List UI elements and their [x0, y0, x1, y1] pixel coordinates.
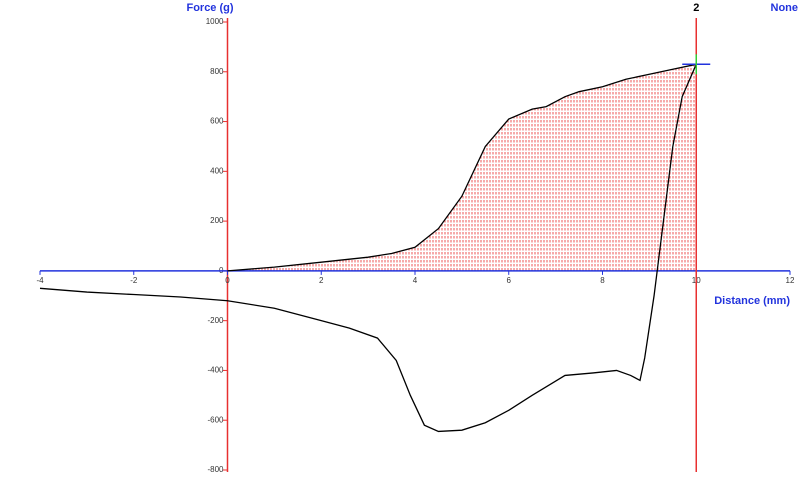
line	[227, 63, 697, 272]
x-tick-label: 2	[319, 276, 324, 285]
area	[227, 64, 697, 271]
y-tick-label: 1000	[206, 17, 224, 26]
y-tick-label: 200	[210, 216, 224, 225]
x-tick-label: 4	[413, 276, 418, 285]
y-tick-label: -600	[207, 415, 224, 424]
y-axis-label: Force (g)	[186, 2, 233, 14]
x-axis-label: Distance (mm)	[714, 295, 790, 307]
x-tick-label: -2	[130, 276, 138, 285]
x-tick-label: 0	[225, 276, 230, 285]
marker-label: 2	[693, 2, 699, 14]
y-tick-label: 400	[210, 166, 224, 175]
x-tick-label: 12	[786, 276, 795, 285]
y2-axis-label: None	[771, 2, 799, 14]
y-tick-label: 600	[210, 117, 224, 126]
y-tick-label: -400	[207, 366, 224, 375]
x-tick-label: 8	[600, 276, 605, 285]
y-tick-label: -200	[207, 316, 224, 325]
x-tick-label: 6	[507, 276, 512, 285]
y-tick-label: -800	[207, 465, 224, 474]
y-tick-label: 800	[210, 67, 224, 76]
line	[39, 64, 697, 433]
x-tick-label: -4	[36, 276, 44, 285]
